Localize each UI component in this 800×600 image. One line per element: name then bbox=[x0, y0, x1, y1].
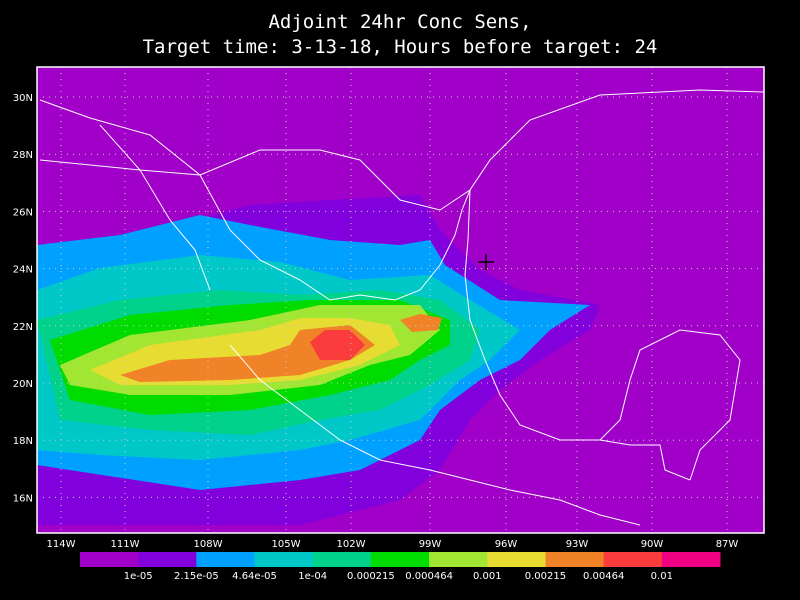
lon-label: 93W bbox=[566, 539, 589, 550]
lat-label: 24N bbox=[13, 265, 33, 276]
colorbar-label: 4.64e-05 bbox=[232, 571, 277, 582]
concentration-field bbox=[37, 67, 764, 533]
lon-label: 111W bbox=[111, 539, 140, 550]
coastline bbox=[464, 189, 741, 481]
lat-label: 20N bbox=[13, 379, 33, 390]
colorbar-label: 0.00215 bbox=[525, 571, 566, 582]
colorbar: 1e-05 2.15e-05 4.64e-05 1e-04 0.000215 0.0004… bbox=[80, 552, 721, 582]
colorbar-swatch bbox=[196, 552, 256, 567]
colorbar-swatch bbox=[312, 552, 372, 567]
lat-label: 26N bbox=[13, 207, 33, 218]
contour-fill bbox=[120, 325, 375, 382]
colorbar-label: 0.000215 bbox=[347, 571, 395, 582]
colorbar-label: 0.001 bbox=[473, 571, 502, 582]
coastline bbox=[229, 344, 641, 526]
colorbar-swatch bbox=[545, 552, 605, 567]
lat-label: 18N bbox=[13, 436, 33, 447]
lon-label: 108W bbox=[194, 539, 223, 550]
colorbar-label: 2.15e-05 bbox=[174, 571, 219, 582]
lon-label: 96W bbox=[495, 539, 518, 550]
colorbar-swatch bbox=[370, 552, 430, 567]
title-line: Adjoint 24hr Conc Sens, bbox=[268, 11, 531, 33]
colorbar-swatch bbox=[429, 552, 488, 567]
colorbar-swatch bbox=[487, 552, 546, 567]
map-frame bbox=[36, 66, 765, 534]
colorbar-swatch bbox=[254, 552, 314, 567]
lon-label: 87W bbox=[716, 539, 739, 550]
colorbar-label: 0.000464 bbox=[405, 571, 453, 582]
colorbar-label: 1e-04 bbox=[298, 571, 327, 582]
colorbar-swatch bbox=[603, 552, 663, 567]
axis-labels: 30N 28N 26N 24N 22N 20N 18N 16N 114W 111W 108W 105W… bbox=[13, 93, 739, 550]
coastline bbox=[39, 89, 765, 301]
colorbar-label: 0.01 bbox=[651, 571, 673, 582]
colorbar-swatch bbox=[138, 552, 197, 567]
border bbox=[599, 439, 691, 481]
lon-label: 105W bbox=[272, 539, 301, 550]
contour-fill bbox=[400, 314, 442, 332]
colorbar-swatch bbox=[80, 552, 139, 567]
lon-label: 99W bbox=[419, 539, 442, 550]
lon-label: 102W bbox=[337, 539, 366, 550]
lat-label: 22N bbox=[13, 322, 33, 333]
border bbox=[39, 149, 471, 211]
coastline bbox=[99, 124, 211, 291]
colorbar-label: 0.00464 bbox=[583, 571, 624, 582]
colorbar-swatch bbox=[661, 552, 721, 567]
coastlines bbox=[39, 89, 765, 526]
lat-label: 28N bbox=[13, 150, 33, 161]
lon-label: 90W bbox=[641, 539, 664, 550]
lon-label: 114W bbox=[47, 539, 76, 550]
target-marker bbox=[478, 254, 494, 270]
colorbar-label: 1e-05 bbox=[124, 571, 153, 582]
lat-label: 16N bbox=[13, 493, 33, 504]
lat-label: 30N bbox=[13, 93, 33, 104]
title-line: Target time: 3-13-18, Hours before targe… bbox=[143, 36, 658, 58]
